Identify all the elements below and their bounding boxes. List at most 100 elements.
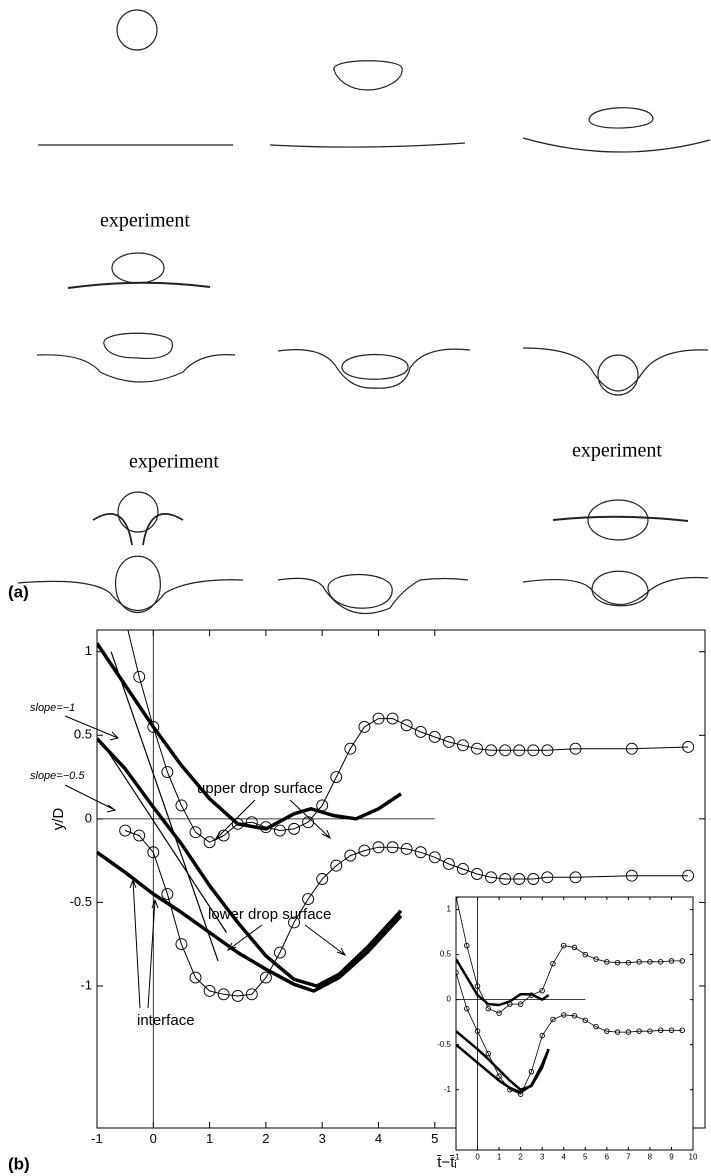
data-point	[550, 1016, 556, 1023]
data-point	[528, 1068, 535, 1075]
drop-shapes	[17, 9, 711, 615]
data-point	[400, 842, 413, 855]
data-point	[614, 1029, 621, 1035]
y-tick-label: -1	[444, 1085, 452, 1094]
data-point	[560, 942, 567, 949]
data-line	[97, 850, 403, 993]
x-tick-label: 0	[150, 1131, 157, 1146]
experiment-label: experiment	[129, 451, 219, 473]
y-tick-label: 1	[447, 905, 452, 914]
data-point	[604, 1028, 610, 1034]
data-point	[485, 1050, 492, 1057]
data-point	[499, 744, 512, 757]
annotation: slope=−0.5	[30, 770, 85, 782]
data-point	[203, 836, 216, 849]
plot-frame	[455, 896, 694, 1151]
data-point	[539, 987, 545, 994]
data-point	[147, 720, 160, 733]
data-point	[414, 846, 427, 859]
data-point	[625, 959, 632, 966]
x-tick-label: 8	[648, 1152, 653, 1161]
data-point	[527, 744, 540, 757]
data-point	[203, 985, 216, 997]
data-point	[679, 1027, 685, 1034]
x-tick-label: 2	[518, 1152, 523, 1161]
data-point	[614, 959, 621, 966]
data-point	[636, 959, 642, 965]
data-point	[625, 869, 638, 882]
data-point	[474, 983, 481, 989]
data-point	[442, 736, 455, 748]
x-tick-label: 2	[262, 1131, 269, 1146]
data-point	[539, 1032, 545, 1039]
data-line	[456, 958, 550, 1007]
inset-background	[456, 897, 693, 1172]
annotation: lower drop surface	[208, 906, 331, 923]
data-line	[97, 642, 402, 831]
data-point	[471, 742, 483, 755]
data-point	[560, 1012, 567, 1018]
data-point	[414, 725, 427, 738]
data-point	[541, 871, 554, 884]
data-point	[189, 971, 202, 984]
data-point	[604, 959, 610, 965]
data-point	[259, 971, 272, 984]
data-point	[147, 846, 160, 859]
data-point	[428, 851, 441, 864]
data-point	[330, 771, 343, 784]
data-point	[259, 821, 272, 834]
data-point	[189, 826, 202, 839]
data-point	[625, 1029, 632, 1035]
x-tick-label: 3	[540, 1152, 545, 1161]
data-point	[456, 863, 469, 875]
data-line	[456, 897, 683, 1014]
x-tick-label: 5	[583, 1152, 588, 1161]
data-point	[517, 1091, 524, 1097]
data-point	[528, 992, 535, 998]
panel-label: (a)	[8, 582, 29, 601]
inset-chart: -1 0 1 2 3 4 5 6 7 8 9 10 -1 -0.5 0 0.5 1	[437, 896, 698, 1172]
data-point	[496, 1010, 502, 1016]
y-tick-label: 0	[85, 810, 92, 825]
data-point	[442, 858, 455, 870]
data-point	[647, 959, 653, 965]
data-point	[245, 988, 258, 1001]
x-tick-label: 1	[497, 1152, 502, 1161]
data-point	[499, 873, 512, 885]
data-point	[358, 720, 371, 733]
data-point	[541, 744, 554, 757]
data-point	[161, 888, 174, 900]
data-point	[372, 841, 385, 854]
data-line	[107, 751, 228, 933]
x-tick-label: 6	[605, 1152, 610, 1161]
x-tick-label: 9	[669, 1152, 674, 1161]
data-point	[288, 822, 300, 835]
data-point	[316, 873, 329, 885]
data-line	[124, 830, 689, 997]
data-point	[593, 1023, 599, 1030]
data-point	[496, 1073, 502, 1079]
data-point	[593, 956, 599, 962]
data-point	[513, 873, 526, 885]
data-point	[133, 829, 146, 842]
x-tick-label: -1	[91, 1131, 103, 1146]
data-point	[507, 1086, 513, 1093]
experiment-label: experiment	[100, 210, 190, 232]
y-tick-label: -0.5	[70, 894, 92, 909]
data-point	[571, 944, 578, 951]
y-tick-label: 0	[447, 995, 452, 1004]
data-point	[400, 719, 413, 732]
data-point	[485, 744, 498, 757]
data-line	[97, 737, 403, 988]
data-line	[110, 651, 219, 962]
data-point	[330, 859, 343, 872]
data-point	[456, 897, 459, 899]
data-line	[456, 1043, 550, 1094]
y-tick-label: -1	[80, 977, 92, 992]
data-point	[569, 742, 582, 755]
data-point	[485, 1005, 492, 1012]
annotation: upper drop surface	[197, 780, 323, 797]
data-point	[456, 969, 459, 976]
